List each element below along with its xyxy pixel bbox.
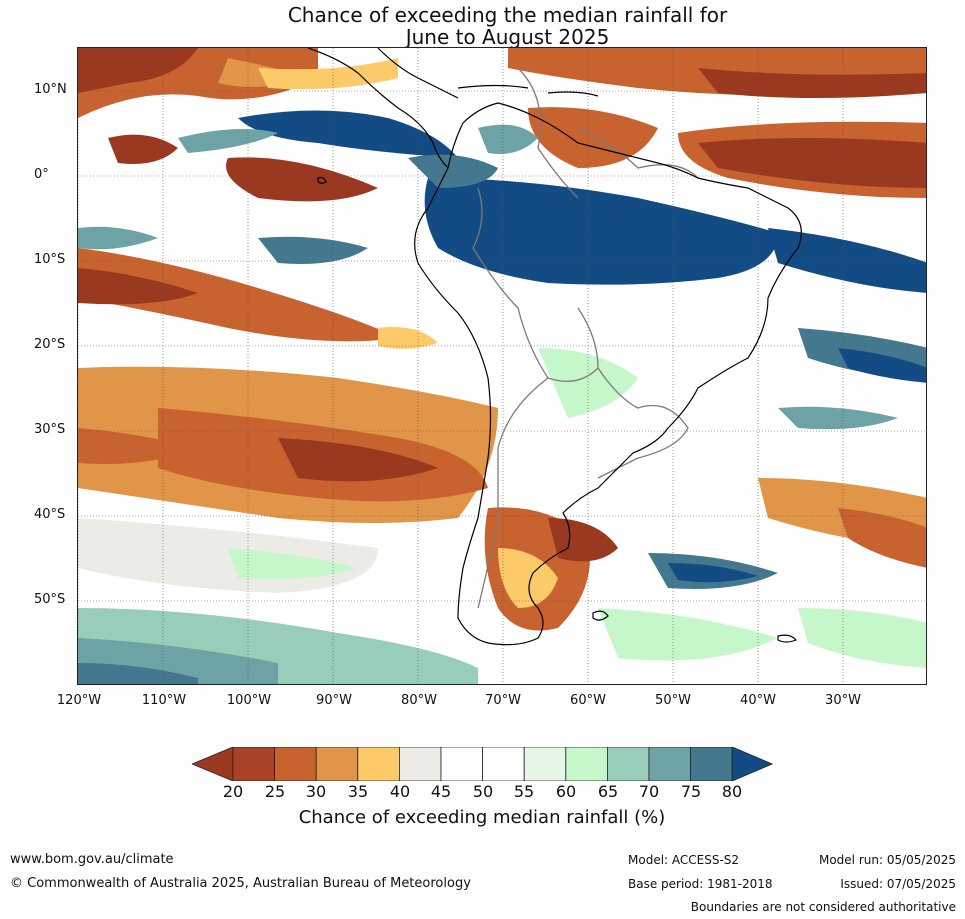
title-line-1: Chance of exceeding the median rainfall … — [287, 3, 728, 27]
lat-label-50s: 50°S — [34, 592, 66, 607]
map-region-south-wet — [78, 553, 926, 684]
colorbar-segment — [232, 747, 275, 781]
colorbar-over-arrow — [731, 747, 774, 781]
colorbar-tick-80: 80 — [721, 782, 743, 801]
lat-label-40s: 40°S — [34, 507, 66, 522]
map-region-neutral — [78, 308, 685, 593]
colorbar-segment — [523, 747, 567, 781]
lon-label-30w: 30°W — [825, 693, 861, 708]
map-title: Chance of exceeding the median rainfall … — [0, 4, 965, 48]
colorbar-tick-25: 25 — [264, 782, 286, 801]
colorbar-tick-40: 40 — [389, 782, 411, 801]
map-region-north-dry — [78, 48, 926, 202]
rainfall-map-svg — [78, 48, 926, 684]
footer-base-period: Base period: 1981-2018 — [628, 877, 773, 891]
lat-label-10s: 10°S — [34, 252, 66, 267]
footer-model-run: Model run: 05/05/2025 — [818, 853, 956, 867]
lon-label-100w: 100°W — [226, 693, 272, 708]
map-graticule — [78, 48, 926, 684]
colorbar-tick-55: 55 — [513, 782, 535, 801]
colorbar-segment — [648, 747, 691, 781]
footer-copyright: © Commonwealth of Australia 2025, Austra… — [10, 876, 471, 891]
colorbar-segment — [315, 747, 359, 781]
colorbar-segment — [440, 747, 483, 781]
colorbar-segment — [565, 747, 608, 781]
colorbar-tick-65: 65 — [597, 782, 619, 801]
colorbar-tick-60: 60 — [555, 782, 577, 801]
lon-label-60w: 60°W — [570, 693, 606, 708]
lon-label-120w: 120°W — [56, 693, 102, 708]
lon-label-80w: 80°W — [401, 693, 437, 708]
lat-label-30s: 30°S — [34, 422, 66, 437]
colorbar-tick-30: 30 — [305, 782, 327, 801]
colorbar-segment — [482, 747, 525, 781]
lat-label-20s: 20°S — [34, 337, 66, 352]
colorbar-tick-70: 70 — [638, 782, 660, 801]
footer-disclaimer: Boundaries are not considered authoritat… — [690, 900, 956, 914]
title-line-2: June to August 2025 — [405, 25, 610, 49]
rainfall-map — [77, 47, 927, 685]
map-region-north-wet — [78, 110, 926, 430]
footer-website: www.bom.gov.au/climate — [10, 852, 174, 867]
colorbar-tick-20: 20 — [222, 782, 244, 801]
lon-label-90w: 90°W — [316, 693, 352, 708]
footer-issued: Issued: 07/05/2025 — [840, 877, 956, 891]
colorbar-segment — [690, 747, 733, 781]
colorbar-segment — [606, 747, 650, 781]
colorbar — [192, 747, 774, 781]
colorbar-tick-50: 50 — [472, 782, 494, 801]
lon-label-70w: 70°W — [485, 693, 521, 708]
map-coastline — [307, 48, 802, 646]
colorbar-segment — [398, 747, 442, 781]
colorbar-label: Chance of exceeding median rainfall (%) — [298, 807, 666, 828]
lat-label-10n: 10°N — [34, 82, 67, 97]
lat-label-0: 0° — [34, 167, 49, 182]
colorbar-tick-75: 75 — [680, 782, 702, 801]
colorbar-tick-35: 35 — [347, 782, 369, 801]
lon-label-50w: 50°W — [655, 693, 691, 708]
colorbar-under-arrow — [192, 747, 234, 781]
footer-model: Model: ACCESS-S2 — [628, 853, 740, 867]
lon-label-40w: 40°W — [740, 693, 776, 708]
colorbar-segment — [274, 747, 317, 781]
colorbar-segment — [357, 747, 400, 781]
colorbar-tick-45: 45 — [430, 782, 452, 801]
lon-label-110w: 110°W — [141, 693, 187, 708]
map-region-south-dry — [78, 248, 926, 631]
